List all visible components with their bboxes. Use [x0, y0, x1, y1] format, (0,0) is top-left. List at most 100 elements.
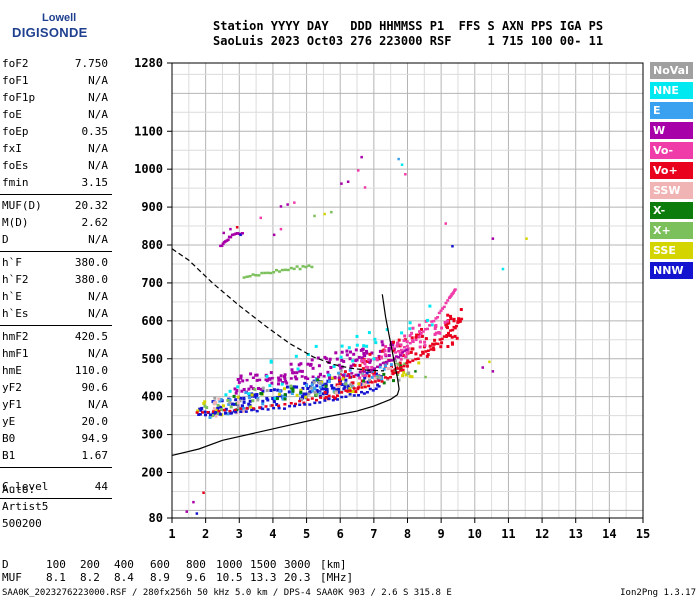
echo-point	[423, 340, 427, 344]
echo-point	[311, 366, 315, 370]
echo-point	[384, 345, 388, 348]
echo-point	[410, 375, 414, 379]
echo-point	[307, 392, 311, 396]
param-value: N/A	[88, 233, 108, 246]
echo-point	[309, 363, 312, 367]
echo-point	[298, 267, 302, 271]
y-tick-label: 1000	[134, 162, 163, 176]
echo-point	[228, 389, 232, 393]
echo-point	[237, 380, 241, 384]
echo-point	[310, 358, 314, 362]
param-value: 20.32	[74, 199, 108, 212]
echo-point	[315, 393, 319, 396]
echo-point	[325, 387, 329, 391]
echo-point	[318, 373, 322, 377]
echo-point	[337, 387, 341, 391]
echo-point	[203, 410, 207, 414]
echo-point	[256, 398, 260, 402]
echo-point	[408, 374, 412, 378]
echo-point	[365, 371, 369, 375]
echo-point	[390, 341, 394, 344]
echo-point	[387, 354, 391, 357]
legend-entry-e: E	[650, 102, 693, 119]
param-row: fxI N/A	[0, 140, 112, 157]
echo-point	[276, 388, 280, 392]
echo-point	[392, 349, 396, 353]
echo-point	[415, 333, 419, 337]
param-name: D	[2, 233, 9, 246]
param-value: 2.62	[81, 216, 109, 229]
param-name: h`Es	[2, 307, 29, 320]
echo-point	[324, 357, 328, 361]
param-name: h`F2	[2, 273, 29, 286]
echo-point	[365, 351, 369, 355]
param-row: yE 20.0	[0, 413, 112, 430]
param-separator	[0, 251, 112, 252]
echo-point	[393, 368, 397, 371]
echo-point	[440, 337, 444, 341]
echo-point	[278, 270, 281, 273]
muf-label: MUF	[2, 571, 22, 584]
echo-point	[266, 398, 270, 402]
echo-point	[343, 370, 347, 374]
echo-point	[289, 266, 293, 270]
echo-point	[344, 389, 348, 392]
echo-point	[399, 343, 403, 347]
echo-point	[357, 382, 361, 386]
echo-point	[272, 233, 276, 237]
echo-point	[279, 374, 283, 378]
param-name: MUF(D)	[2, 199, 42, 212]
echo-point	[248, 396, 251, 400]
echo-point	[211, 414, 215, 418]
echo-point	[392, 357, 396, 360]
x-tick-label: 11	[501, 527, 515, 541]
ionogram-chart: 1 2 3 4 5 6 7 8 9 10 11 12 13 14 158020030040050060070…	[134, 56, 650, 541]
echo-point	[390, 365, 393, 369]
echo-point	[362, 359, 366, 362]
echo-point	[406, 350, 410, 354]
echo-point	[220, 244, 224, 247]
echo-point	[201, 411, 204, 414]
echo-point	[432, 342, 436, 346]
y-tick-label: 1280	[134, 56, 163, 70]
echo-point	[340, 344, 344, 348]
echo-point	[308, 403, 312, 406]
echo-point	[364, 373, 367, 377]
param-value: N/A	[88, 142, 108, 155]
chart-axes: 1 2 3 4 5 6 7 8 9 10 11 12 13 14 158020030040050060070…	[134, 56, 650, 541]
echo-point	[298, 399, 302, 403]
echo-point	[277, 376, 281, 379]
echo-point	[417, 361, 421, 365]
echo-point	[397, 378, 401, 382]
profile-extrapolation	[171, 248, 385, 372]
muf-value: 9.6	[186, 571, 206, 584]
echo-point	[400, 331, 404, 335]
echo-point	[314, 344, 318, 348]
echo-point	[372, 370, 376, 374]
echo-point	[398, 361, 402, 365]
echo-point	[414, 338, 418, 342]
echo-point	[268, 384, 272, 388]
param-row: foF2 7.750	[0, 55, 112, 72]
echo-point	[377, 379, 381, 382]
echo-point	[402, 339, 406, 343]
echo-point	[329, 366, 333, 369]
echo-point	[421, 350, 425, 354]
echo-point	[363, 186, 367, 189]
echo-point	[235, 226, 239, 229]
param-value: 380.0	[74, 273, 108, 286]
header-line-2: SaoLuis 2023 Oct03 276 223000 RSF 1 715 …	[213, 34, 604, 48]
echo-point	[248, 275, 252, 278]
echo-point	[245, 407, 249, 410]
param-value: 7.750	[74, 57, 108, 70]
echo-point	[370, 369, 374, 372]
param-name: M(D)	[2, 216, 29, 229]
echo-point	[295, 265, 299, 268]
echo-point	[379, 356, 383, 360]
echo-point	[449, 294, 453, 298]
echo-point	[384, 361, 388, 364]
echo-point	[426, 318, 430, 322]
echo-point	[281, 381, 285, 384]
file-footer: SAA0K_2023276223000.RSF / 280fx256h 50 k…	[2, 588, 452, 598]
echo-point	[272, 271, 276, 274]
